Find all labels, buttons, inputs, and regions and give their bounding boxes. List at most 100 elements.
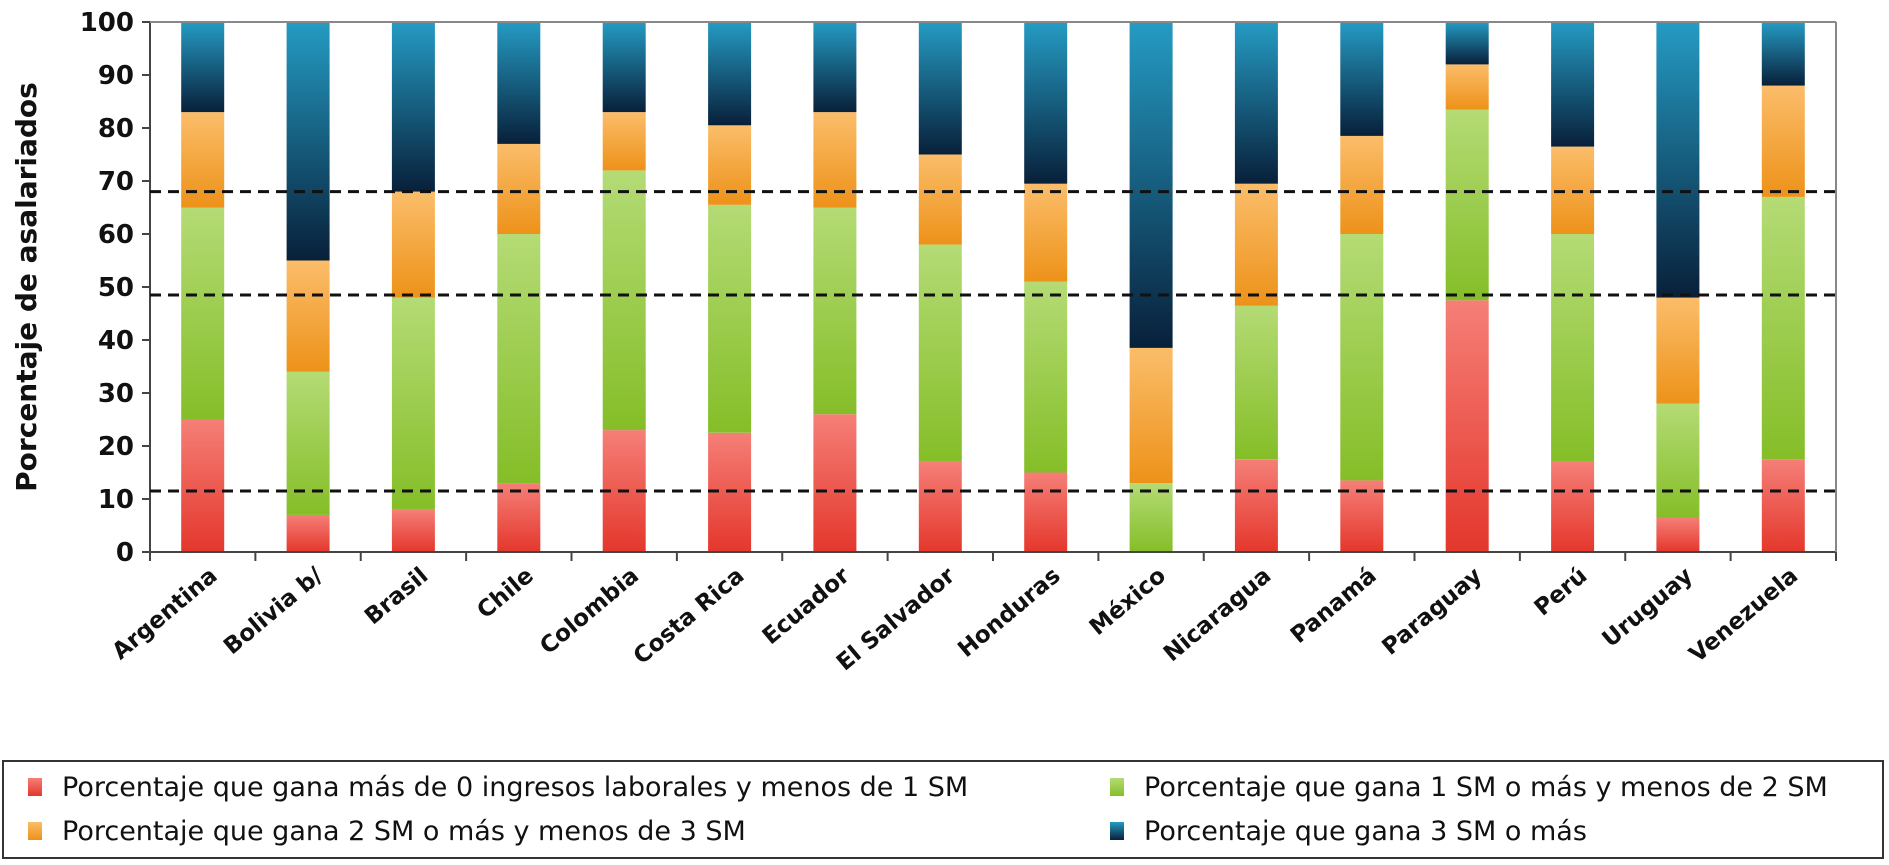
bar-segment xyxy=(286,22,330,261)
bar-segment xyxy=(1445,64,1489,110)
bar-segment xyxy=(1234,459,1278,553)
bar-segment xyxy=(391,191,435,298)
bar-segment xyxy=(391,22,435,192)
x-tick-label: Uruguay xyxy=(1598,563,1698,653)
x-tick-label: Brasil xyxy=(360,563,433,630)
y-tick-label: 0 xyxy=(116,538,134,568)
bar-segment xyxy=(1024,22,1068,184)
x-tick-label: Bolivia b/ xyxy=(219,562,328,660)
bar-segment xyxy=(813,22,857,113)
x-tick-label: Chile xyxy=(472,563,538,624)
y-tick-label: 10 xyxy=(98,485,134,515)
bar-segment xyxy=(813,207,857,415)
bar-segment xyxy=(918,461,962,552)
bar-segment xyxy=(1551,22,1595,147)
bar-segment xyxy=(181,112,225,208)
bar-segment xyxy=(1024,281,1068,473)
legend-label: Porcentaje que gana 2 SM o más y menos d… xyxy=(62,816,746,847)
bar-segment xyxy=(1445,22,1489,65)
bar-segment xyxy=(1340,234,1384,481)
legend-box xyxy=(2,760,1884,859)
bar-segment xyxy=(1656,22,1700,298)
legend-label: Porcentaje que gana 3 SM o más xyxy=(1144,816,1587,847)
x-tick-label: Paraguay xyxy=(1377,563,1487,661)
x-tick-label: Panamá xyxy=(1286,563,1382,649)
bar-segment xyxy=(497,22,541,144)
legend-swatch xyxy=(28,778,42,796)
x-tick-label: Honduras xyxy=(953,563,1065,663)
bar-segment xyxy=(1761,196,1805,460)
bar-segment xyxy=(1761,85,1805,197)
bar-segment xyxy=(813,112,857,208)
bar-segment xyxy=(1129,483,1173,552)
bar-segment xyxy=(1024,183,1068,282)
bar-segment xyxy=(1234,305,1278,460)
bar-segment xyxy=(1024,472,1068,552)
bar-segment xyxy=(391,297,435,510)
bar-segment xyxy=(497,234,541,484)
legend-label: Porcentaje que gana 1 SM o más y menos d… xyxy=(1144,772,1828,803)
x-tick-label: Argentina xyxy=(108,563,223,665)
bar-segment xyxy=(1551,234,1595,462)
x-tick-label: Perú xyxy=(1530,563,1593,622)
x-tick-label: Costa Rica xyxy=(629,563,750,670)
y-tick-label: 20 xyxy=(98,432,134,462)
bar-segment xyxy=(602,22,646,113)
y-axis-title: Porcentaje de asalariados xyxy=(10,82,43,492)
x-tick-label: Nicaragua xyxy=(1159,563,1276,667)
bar-segment xyxy=(181,419,225,552)
bar-segment xyxy=(286,514,330,552)
bar-segment xyxy=(1340,22,1384,136)
legend-swatch xyxy=(1110,822,1124,840)
bar-segment xyxy=(1129,347,1173,484)
bar-segment xyxy=(1445,109,1489,301)
bar-segment xyxy=(1340,135,1384,234)
bar-segment xyxy=(497,483,541,552)
y-tick-label: 90 xyxy=(98,61,134,91)
bar-segment xyxy=(391,509,435,552)
bar-segment xyxy=(181,22,225,113)
bar-segment xyxy=(286,260,330,372)
bar-segment xyxy=(602,112,646,171)
y-tick-label: 30 xyxy=(98,379,134,409)
bar-segment xyxy=(918,244,962,462)
y-tick-label: 50 xyxy=(98,273,134,303)
bar-segment xyxy=(708,22,752,126)
legend-swatch xyxy=(1110,778,1124,796)
bar-segment xyxy=(918,22,962,155)
x-tick-label: Ecuador xyxy=(758,562,856,650)
x-tick-label: México xyxy=(1085,563,1171,641)
y-tick-label: 70 xyxy=(98,167,134,197)
legend: Porcentaje que gana más de 0 ingresos la… xyxy=(2,760,1884,859)
legend-label: Porcentaje que gana más de 0 ingresos la… xyxy=(62,772,968,803)
bar-segment xyxy=(1656,297,1700,404)
bar-segment xyxy=(1445,300,1489,553)
y-tick-label: 60 xyxy=(98,220,134,250)
y-tick-label: 100 xyxy=(80,8,134,38)
axes-layer xyxy=(142,21,1837,561)
bar-segment xyxy=(1656,517,1700,552)
bar-segment xyxy=(181,207,225,420)
bar-segment xyxy=(708,204,752,433)
x-tick-label: Venezuela xyxy=(1685,563,1804,668)
bar-segment xyxy=(918,154,962,245)
y-tick-label: 40 xyxy=(98,326,134,356)
bar-segment xyxy=(1234,183,1278,306)
bar-segment xyxy=(1656,403,1700,518)
bar-segment xyxy=(286,371,330,515)
bar-segment xyxy=(1551,461,1595,552)
y-tick-label: 80 xyxy=(98,114,134,144)
bar-segment xyxy=(497,143,541,234)
bar-segment xyxy=(1129,22,1173,348)
reference-lines xyxy=(150,190,1836,493)
bar-segment xyxy=(1761,459,1805,553)
bar-segment xyxy=(1761,22,1805,86)
legend-swatch xyxy=(28,822,42,840)
x-tick-label: Colombia xyxy=(535,563,644,660)
bar-segment xyxy=(1234,22,1278,184)
bars-layer xyxy=(181,22,1805,553)
bar-segment xyxy=(813,414,857,552)
